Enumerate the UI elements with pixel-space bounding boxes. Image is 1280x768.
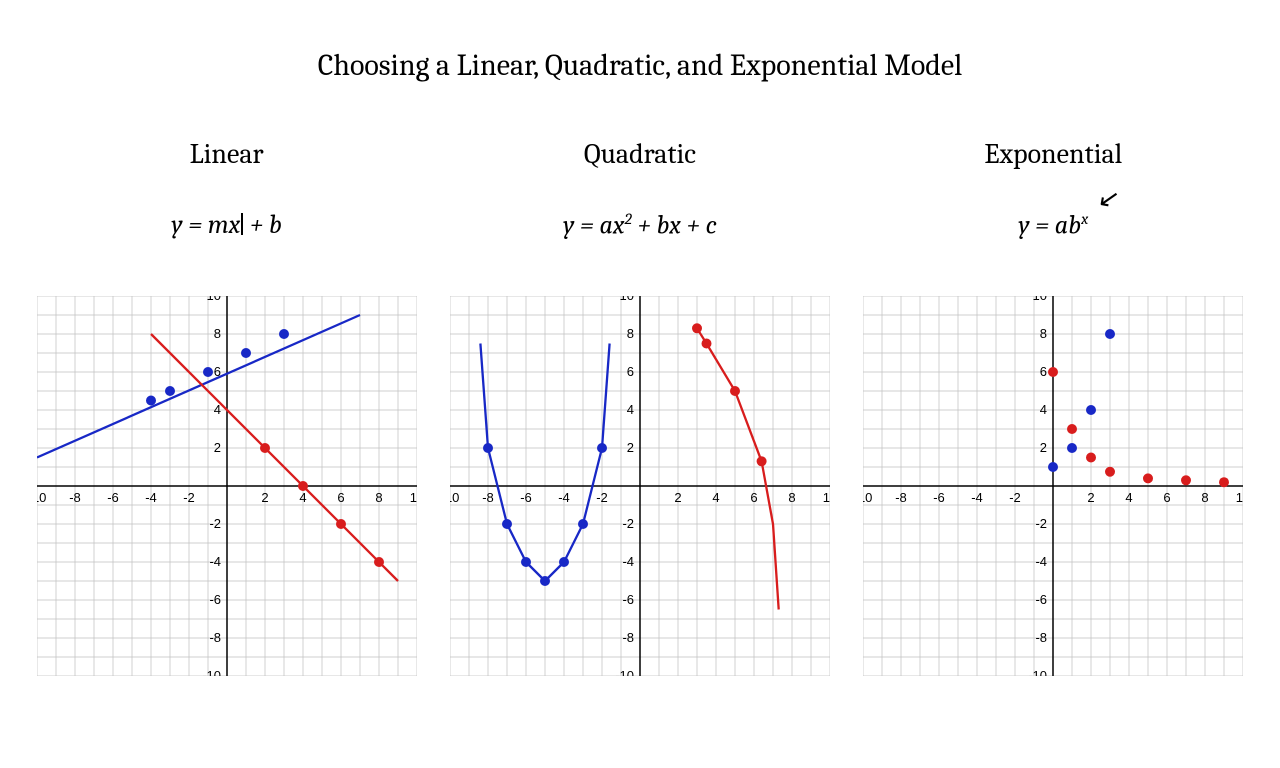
heading-quadratic: Quadratic — [584, 138, 696, 170]
svg-text:-8: -8 — [1036, 630, 1048, 645]
svg-text:6: 6 — [750, 490, 757, 505]
svg-text:6: 6 — [627, 364, 634, 379]
svg-text:8: 8 — [375, 490, 382, 505]
svg-text:8: 8 — [1202, 490, 1209, 505]
arrow-icon: ↙ — [1096, 182, 1123, 215]
svg-text:-6: -6 — [934, 490, 946, 505]
col-exponential: Exponential y = abx ↙ — [853, 83, 1253, 241]
svg-text:-8: -8 — [896, 490, 908, 505]
svg-text:10: 10 — [206, 296, 220, 303]
svg-text:-8: -8 — [622, 630, 634, 645]
svg-text:-2: -2 — [183, 490, 195, 505]
svg-text:4: 4 — [1126, 490, 1133, 505]
svg-text:-8: -8 — [482, 490, 494, 505]
svg-text:-10: -10 — [1029, 668, 1048, 676]
heading-exponential: Exponential — [984, 138, 1122, 170]
svg-text:-4: -4 — [558, 490, 570, 505]
col-quadratic: Quadratic y = ax2 + bx + c — [440, 83, 840, 241]
svg-text:2: 2 — [674, 490, 681, 505]
svg-text:4: 4 — [627, 402, 634, 417]
svg-text:-10: -10 — [615, 668, 634, 676]
svg-text:-10: -10 — [863, 490, 872, 505]
svg-text:2: 2 — [213, 440, 220, 455]
svg-text:6: 6 — [337, 490, 344, 505]
svg-text:10: 10 — [823, 490, 830, 505]
svg-text:-4: -4 — [972, 490, 984, 505]
formula-quadratic: y = ax2 + bx + c — [563, 210, 717, 241]
svg-text:10: 10 — [1033, 296, 1047, 303]
svg-text:-2: -2 — [596, 490, 608, 505]
svg-text:2: 2 — [1040, 440, 1047, 455]
chart-quadratic: -10 -8 -6 -4 -2 2 4 6 8 10 -10 -8 -6 -4 -2 2 4 6 8 10 — [440, 296, 840, 676]
svg-text:-6: -6 — [622, 592, 634, 607]
heading-linear: Linear — [190, 138, 264, 170]
svg-text:-4: -4 — [622, 554, 634, 569]
svg-text:4: 4 — [1040, 402, 1047, 417]
col-linear: Linear y = mx + b — [27, 83, 427, 241]
svg-text:-10: -10 — [202, 668, 221, 676]
svg-text:-10: -10 — [37, 490, 46, 505]
charts-row: -10 -8 -6 -4 -2 2 4 6 8 10 -10 -8 -6 -4 -2 2 4 6 8 10 -10 -8… — [0, 296, 1280, 676]
svg-text:-2: -2 — [1010, 490, 1022, 505]
svg-text:6: 6 — [1040, 364, 1047, 379]
svg-text:10: 10 — [409, 490, 416, 505]
svg-text:10: 10 — [1236, 490, 1243, 505]
svg-text:-6: -6 — [1036, 592, 1048, 607]
svg-text:-8: -8 — [209, 630, 221, 645]
svg-text:8: 8 — [1040, 326, 1047, 341]
svg-text:-6: -6 — [209, 592, 221, 607]
svg-text:2: 2 — [1088, 490, 1095, 505]
svg-text:6: 6 — [1164, 490, 1171, 505]
svg-text:-2: -2 — [209, 516, 221, 531]
svg-text:-8: -8 — [69, 490, 81, 505]
svg-text:2: 2 — [261, 490, 268, 505]
svg-text:4: 4 — [712, 490, 719, 505]
formula-exponential: y = abx ↙ — [1018, 210, 1088, 241]
svg-text:-6: -6 — [107, 490, 119, 505]
svg-text:10: 10 — [620, 296, 634, 303]
page-title: Choosing a Linear, Quadratic, and Expone… — [0, 48, 1280, 83]
svg-text:4: 4 — [299, 490, 306, 505]
chart-exponential: -10 -8 -6 -4 -2 2 4 6 8 10 -10 -8 -6 -4 -2 2 4 6 8 10 — [853, 296, 1253, 676]
chart-linear: -10-8-6-4-2246810-10-8-6-4-2246810 — [27, 296, 427, 676]
svg-text:8: 8 — [627, 326, 634, 341]
svg-text:-2: -2 — [1036, 516, 1048, 531]
svg-text:8: 8 — [788, 490, 795, 505]
svg-text:-4: -4 — [145, 490, 157, 505]
svg-text:-4: -4 — [1036, 554, 1048, 569]
svg-text:-2: -2 — [622, 516, 634, 531]
svg-text:2: 2 — [627, 440, 634, 455]
svg-text:-10: -10 — [450, 490, 459, 505]
headings-row: Linear y = mx + b Quadratic y = ax2 + bx… — [0, 83, 1280, 241]
svg-text:-4: -4 — [209, 554, 221, 569]
svg-text:8: 8 — [213, 326, 220, 341]
svg-text:-6: -6 — [520, 490, 532, 505]
formula-linear: y = mx + b — [171, 210, 281, 240]
